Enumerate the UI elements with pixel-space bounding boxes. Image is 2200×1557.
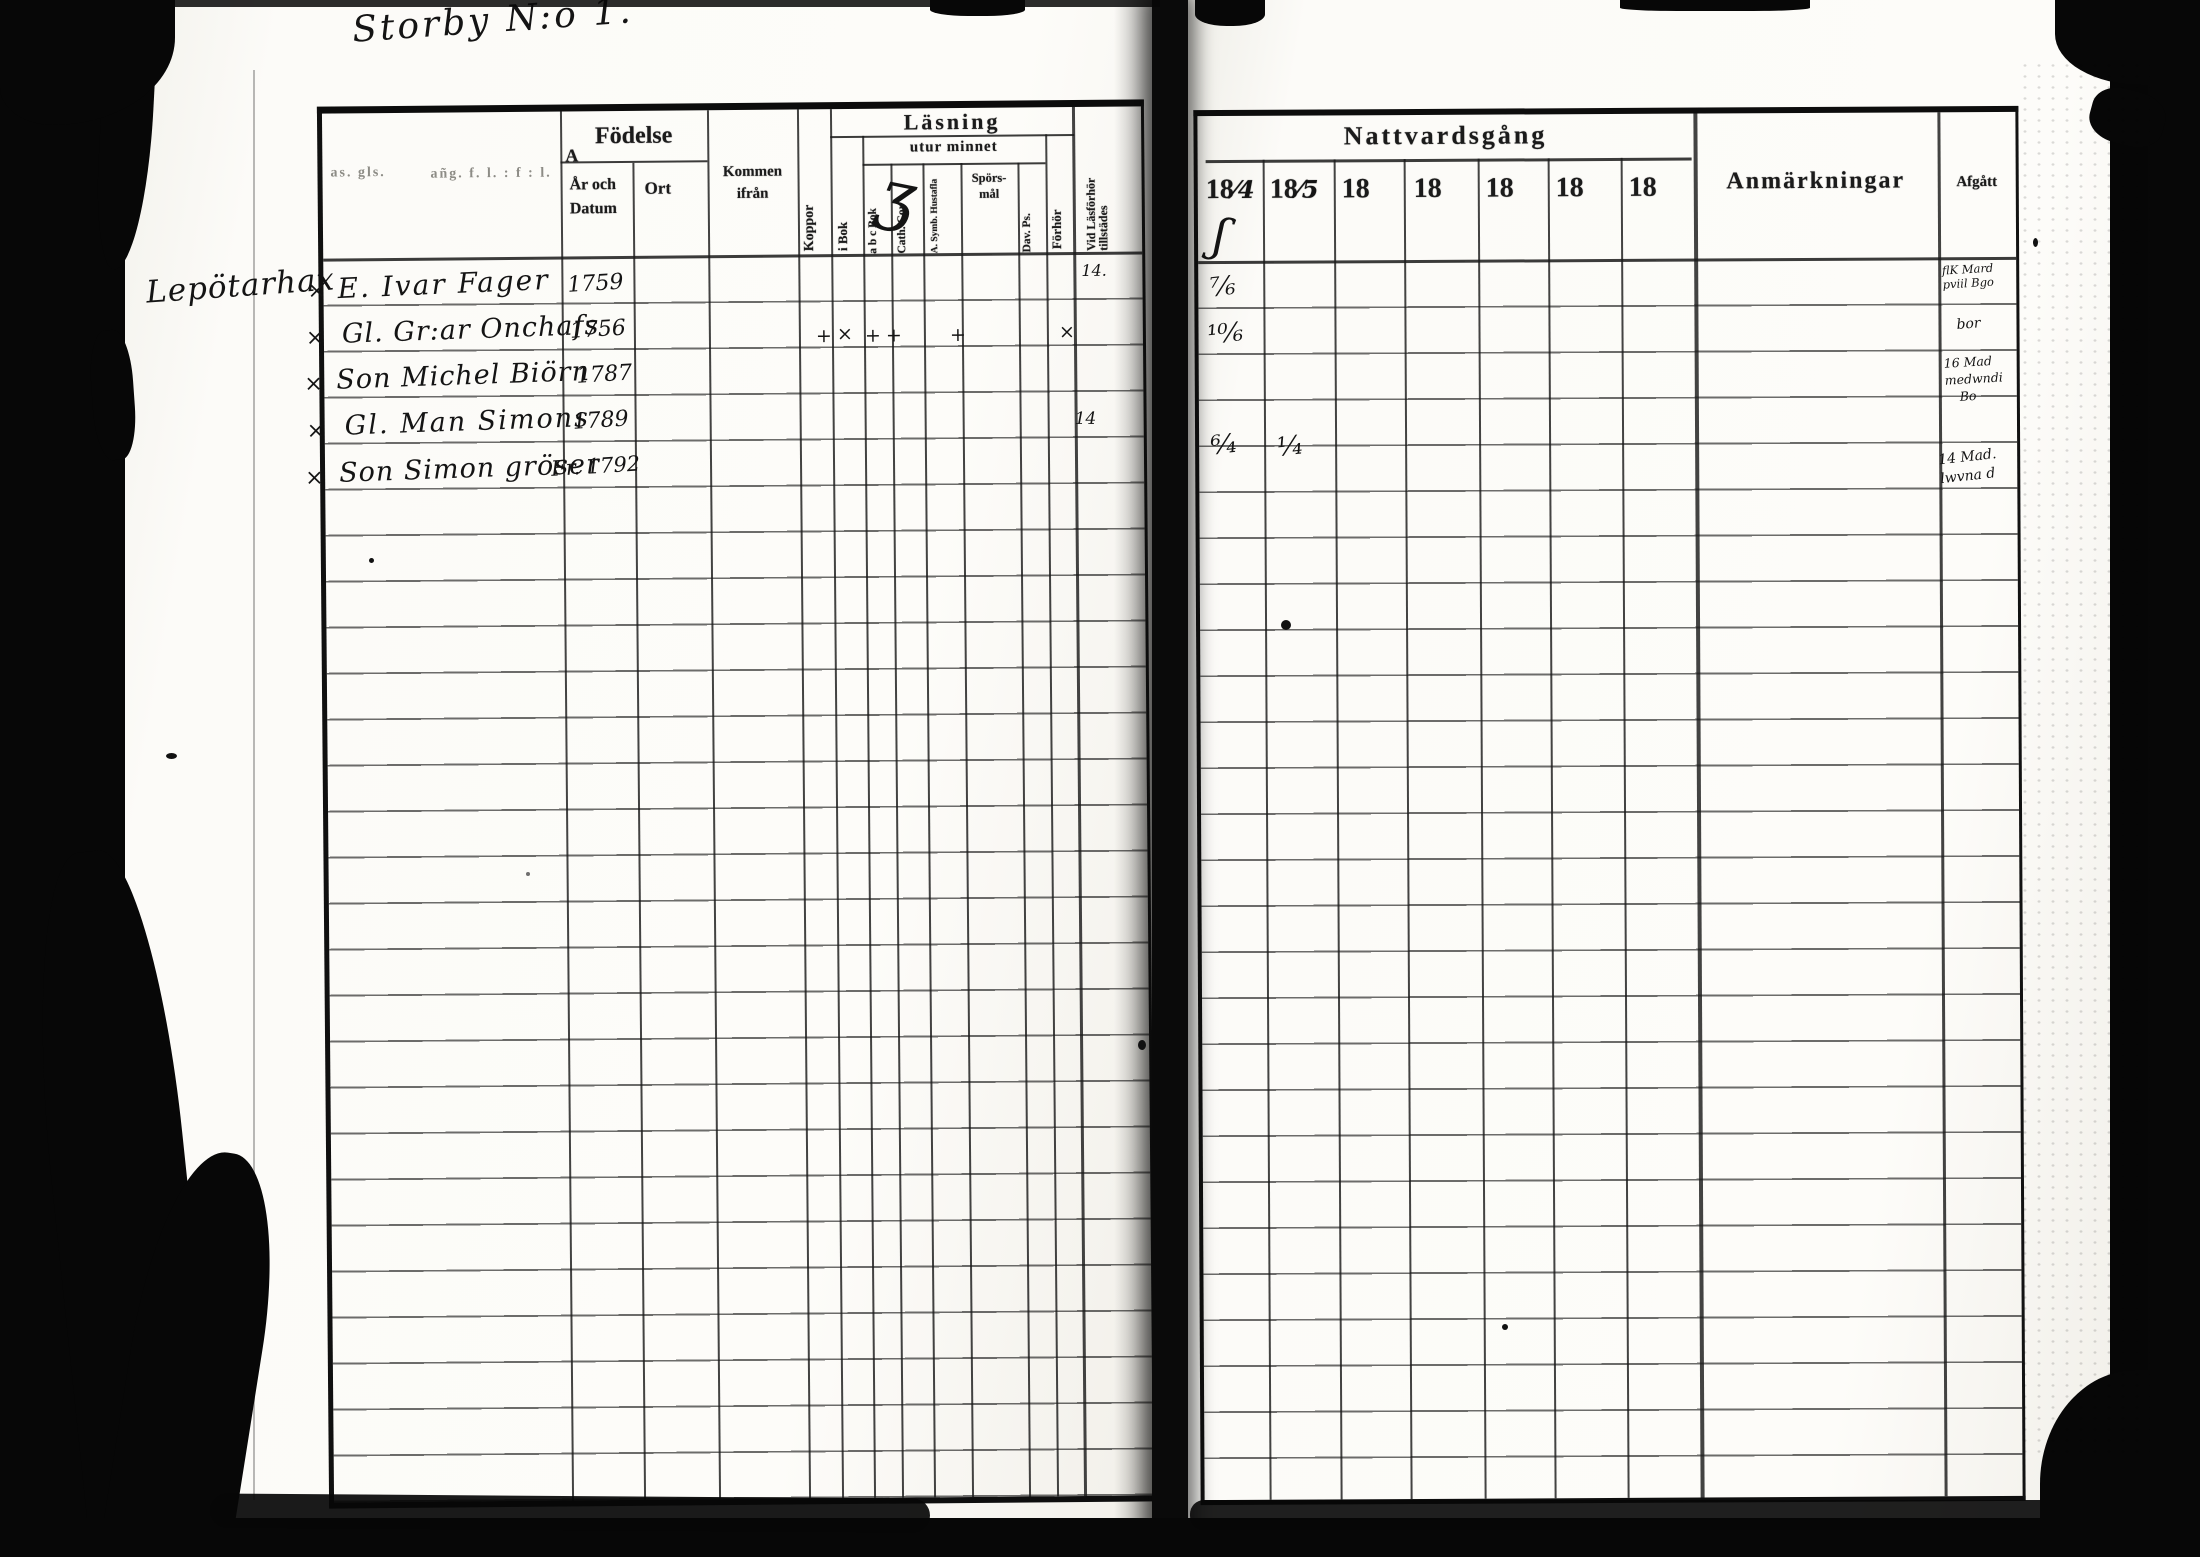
row-cross-mark: ×: [305, 465, 324, 491]
ink-speck: [526, 872, 530, 876]
col-header-forhor: Förhör: [1048, 209, 1065, 250]
scan-noise-strip-right: [2018, 60, 2150, 1460]
year-col-header: 18⁄4: [1206, 174, 1255, 206]
reading-mark: +: [864, 324, 881, 347]
reading-mark: +: [815, 325, 832, 348]
year-col-handwritten-date: ⁄5: [1297, 174, 1319, 204]
scan-edge-top-ragged: [930, 0, 1025, 16]
right-table: Nattvardsgång 18⁄4 18⁄5 18 18 18 18 18 A…: [1193, 105, 2026, 1506]
col-header-afgatt: Afgått: [1956, 173, 1998, 191]
year-col-header: 18: [1486, 172, 1514, 204]
scan-edge-right: [2148, 0, 2200, 1557]
year-col-header: 18: [1342, 173, 1370, 205]
col-header-kommen-line2: ifrån: [736, 185, 769, 202]
ink-speck: [369, 558, 374, 563]
margin-rule-line: [253, 70, 255, 1500]
ink-flourish: ʒ: [871, 153, 924, 237]
scan-edge-bottom-ragged: [209, 1493, 931, 1533]
year-col-header: 18: [1556, 172, 1584, 204]
scan-edge-top: [150, 0, 1160, 7]
afgatt-note-line: lwvna d: [1939, 465, 1997, 488]
communion-mark: ¹⁰⁄₆: [1205, 317, 1245, 351]
row-cross-mark: ×: [304, 371, 323, 397]
ink-speck: [2033, 238, 2038, 247]
ink-speck: [1502, 1324, 1508, 1330]
row-cross-mark: ×: [306, 418, 326, 444]
communion-mark: ⁶⁄₄: [1209, 428, 1238, 462]
col-header-sporsmal-line2: mål: [979, 186, 1000, 202]
col-header-fodelse-a: A: [565, 145, 579, 166]
col-header-kommen-line1: Kommen: [722, 163, 783, 181]
col-header-vid-lasforhor: Vid Läsförhör tillstädes: [1084, 111, 1111, 251]
ink-speck: [166, 753, 177, 759]
entry-vid-mark: 14: [1074, 408, 1097, 430]
row-cross-mark: ×: [307, 278, 327, 304]
year-col-print: 18: [1555, 172, 1584, 204]
col-header-kommen-ifran: Kommen ifrån: [707, 161, 797, 205]
ink-speck: [1281, 620, 1291, 630]
group-header-nattvardsgang: Nattvardsgång: [1343, 120, 1548, 151]
entry-birth-year: 1787: [575, 360, 633, 389]
col-header-dav-ps: Dav. Ps.: [1020, 213, 1034, 253]
year-col-print: 18: [1269, 173, 1298, 205]
year-col-handwritten-date: ⁄4: [1233, 174, 1255, 204]
col-header-anmarkningar: Anmärkningar: [1726, 167, 1906, 195]
year-col-header: 18: [1414, 173, 1442, 205]
left-table: as. gls. añg. f. l. : f : l. Födelse A Å…: [304, 99, 1157, 1509]
grid-hline: [1205, 157, 1692, 163]
col-header-fodelse: Födelse: [594, 122, 673, 150]
afgatt-note-line: medwndi: [1944, 369, 2004, 388]
page-gutter-shadow: [1152, 0, 1188, 1557]
table-row-lines: [323, 253, 1154, 1503]
year-col-header: 18⁄5: [1270, 174, 1319, 206]
afgatt-note-line: Bo: [1959, 387, 1977, 404]
col-header-ort: Ort: [644, 178, 672, 198]
entry-birth-year: 1759: [566, 269, 625, 298]
scan-edge-top-ragged: [1195, 0, 1265, 26]
col-header-i-bok: i Bok: [834, 221, 851, 252]
year-col-print: 18: [1413, 172, 1442, 205]
reading-mark: ×: [836, 322, 853, 346]
table-row-lines: [1198, 258, 2023, 1501]
year-col-print: 18: [1205, 173, 1234, 206]
col-header-vid-lasforhor-line2: tillstädes: [1096, 205, 1111, 251]
faint-header-text: añg. f. l. : f : l.: [430, 165, 552, 182]
gutter-gradient: [1114, 0, 1154, 1557]
communion-mark: ⁷⁄₆: [1208, 270, 1238, 304]
col-header-ar-och-datum-line1: År och: [569, 176, 617, 194]
reading-mark: +: [885, 324, 902, 347]
year-col-header: 18: [1629, 172, 1657, 204]
col-header-sporsmal-line1: Spörs-: [971, 170, 1007, 185]
ink-speck: [1138, 1040, 1146, 1050]
reading-mark: ×: [1058, 321, 1075, 344]
afgatt-note: 16 Mad medwndi Bo: [1943, 352, 2004, 406]
group-header-lasning: Läsning: [903, 108, 1001, 135]
ink-flourish: ʃ: [1209, 207, 1231, 263]
afgatt-note: 14 Mad. lwvna d: [1937, 445, 1999, 489]
scan-edge-top-ragged: [1620, 0, 1810, 11]
col-header-symb-hustafla: A. Symb. Hustafla: [929, 178, 941, 254]
afgatt-note-line: 16 Mad: [1943, 353, 1993, 371]
afgatt-note-line: pviil Bgo: [1942, 275, 1995, 292]
scan-edge-bottom-ragged: [1190, 1500, 2070, 1530]
year-col-print: 18: [1628, 171, 1657, 203]
reading-mark: +: [949, 323, 966, 347]
col-header-ar-och-datum-line2: Datum: [569, 200, 617, 218]
col-header-koppor: Koppor: [801, 204, 818, 252]
afgatt-note: flK Mard pviil Bgo: [1941, 261, 1994, 293]
communion-mark: ¹⁄₄: [1275, 430, 1304, 463]
year-col-print: 18: [1485, 172, 1514, 204]
entry-birth-year: 1756: [569, 315, 627, 344]
entry-birth-year: 1789: [571, 406, 630, 435]
col-header-ar-och-datum: År och Datum: [569, 173, 617, 221]
col-header-sporsmal: Spörs- mål: [960, 170, 1017, 203]
afgatt-note: bor: [1955, 315, 1982, 333]
row-cross-mark: ×: [305, 325, 325, 351]
faint-header-text: as. gls.: [330, 165, 386, 181]
year-col-print: 18: [1341, 173, 1370, 205]
entry-vid-mark: 14.: [1081, 260, 1107, 280]
